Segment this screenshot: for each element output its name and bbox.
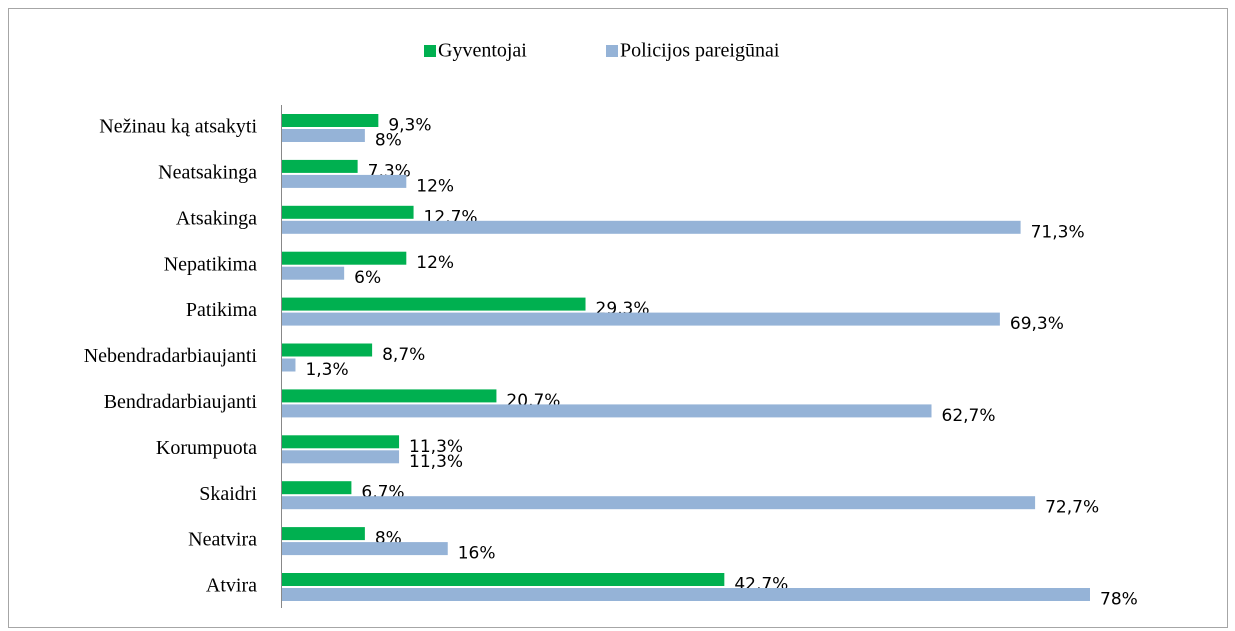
bar xyxy=(282,358,296,372)
value-label: 62,7% xyxy=(942,406,996,426)
value-label: 11,3% xyxy=(409,437,463,457)
bar xyxy=(282,404,932,418)
category-label: Neatvira xyxy=(188,529,257,551)
category-label: Korumpuota xyxy=(156,437,257,459)
category-label: Nežinau ką atsakyti xyxy=(99,116,257,138)
value-label: 69,3% xyxy=(1010,314,1064,334)
value-label: 11,3% xyxy=(409,452,463,472)
bar xyxy=(282,266,345,280)
bar xyxy=(282,251,407,265)
value-label: 8% xyxy=(375,131,402,151)
bar xyxy=(282,129,365,142)
legend-label: Gyventojai xyxy=(438,40,527,62)
category-label: Skaidri xyxy=(199,483,257,505)
bar xyxy=(282,297,586,311)
bar xyxy=(282,389,497,403)
category-label: Bendradarbiaujanti xyxy=(104,391,258,413)
legend-label: Policijos pareigūnai xyxy=(620,40,780,62)
value-label: 16% xyxy=(458,544,496,564)
category-label: Neatsakinga xyxy=(158,161,257,183)
bar xyxy=(282,481,352,495)
category-label: Nepatikima xyxy=(164,253,257,275)
bar xyxy=(282,114,379,127)
value-label: 9,3% xyxy=(388,116,431,136)
value-label: 1,3% xyxy=(305,360,348,380)
bar xyxy=(282,496,1036,510)
value-label: 72,7% xyxy=(1045,498,1099,518)
value-label: 6% xyxy=(354,268,381,288)
bar xyxy=(282,159,358,173)
bar xyxy=(282,588,1090,601)
bar xyxy=(282,527,365,541)
bar xyxy=(282,542,448,556)
legend-swatch xyxy=(424,45,436,57)
category-label: Nebendradarbiaujanti xyxy=(84,345,258,367)
bar xyxy=(282,435,400,449)
category-label: Patikima xyxy=(186,299,257,321)
category-label: Atvira xyxy=(206,575,257,597)
bar xyxy=(282,450,400,464)
value-label: 71,3% xyxy=(1031,222,1085,242)
legend-swatch xyxy=(606,45,618,57)
category-label: Atsakinga xyxy=(176,207,257,229)
bar xyxy=(282,174,407,188)
value-label: 8,7% xyxy=(382,345,425,365)
bar xyxy=(282,220,1021,234)
value-label: 12% xyxy=(416,176,454,196)
bar xyxy=(282,205,414,219)
bar xyxy=(282,343,373,357)
bar xyxy=(282,573,725,586)
bar xyxy=(282,312,1000,326)
value-label: 12% xyxy=(416,253,454,273)
value-label: 78% xyxy=(1100,590,1138,610)
